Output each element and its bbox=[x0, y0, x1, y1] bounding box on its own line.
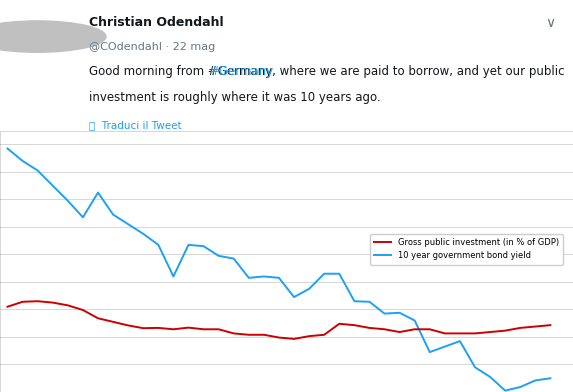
Text: investment is roughly where it was 10 years ago.: investment is roughly where it was 10 ye… bbox=[89, 91, 380, 104]
Text: Good morning from #Germany, where we are paid to borrow, and yet our public: Good morning from #Germany, where we are… bbox=[89, 65, 564, 78]
Text: ⓘ  Traduci il Tweet: ⓘ Traduci il Tweet bbox=[89, 120, 182, 130]
Text: #Germany: #Germany bbox=[209, 65, 273, 78]
Text: @COdendahl · 22 mag: @COdendahl · 22 mag bbox=[89, 42, 215, 52]
Legend: Gross public investment (in % of GDP), 10 year government bond yield: Gross public investment (in % of GDP), 1… bbox=[370, 234, 563, 265]
Text: ∨: ∨ bbox=[545, 16, 556, 30]
Circle shape bbox=[0, 21, 106, 52]
Text: Christian Odendahl: Christian Odendahl bbox=[89, 16, 223, 29]
